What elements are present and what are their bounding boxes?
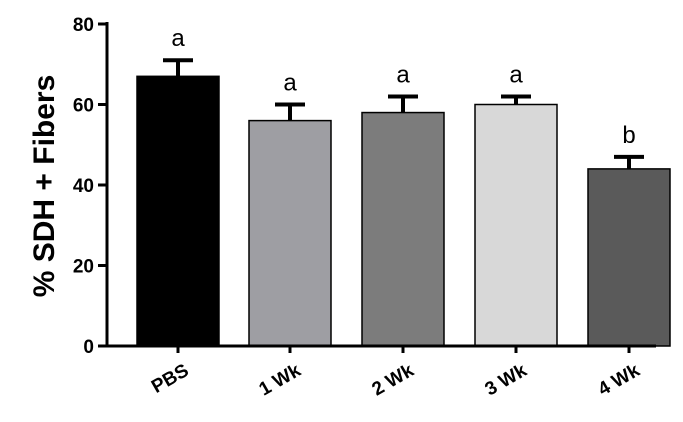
y-tick-label: 0 <box>83 337 94 358</box>
bars-layer: a a a a b <box>136 25 671 347</box>
significance-label: a <box>396 61 410 88</box>
significance-label: a <box>283 70 297 97</box>
bar-pbs <box>136 75 220 347</box>
bar-4-wk <box>587 168 671 347</box>
x-tick-label: 4 Wk <box>595 360 644 401</box>
bar-2-wk <box>361 111 445 347</box>
x-tick-label: 3 Wk <box>482 360 531 401</box>
x-tick-label: PBS <box>148 360 192 398</box>
y-tick-label: 60 <box>73 96 94 117</box>
significance-label: a <box>171 25 185 52</box>
bar-1-wk <box>248 119 332 347</box>
y-axis-label-group: % SDH + Fibers <box>28 75 61 298</box>
x-tick-label: 1 Wk <box>256 360 305 401</box>
y-tick-label: 80 <box>73 15 94 36</box>
significance-label: a <box>509 61 523 88</box>
y-tick-label: 20 <box>73 257 94 278</box>
bar-3-wk <box>474 103 558 347</box>
x-tick-label: 2 Wk <box>369 360 418 401</box>
y-axis-label: % SDH + Fibers <box>28 75 61 298</box>
y-tick-label: 40 <box>73 176 94 197</box>
significance-label: b <box>622 122 635 149</box>
